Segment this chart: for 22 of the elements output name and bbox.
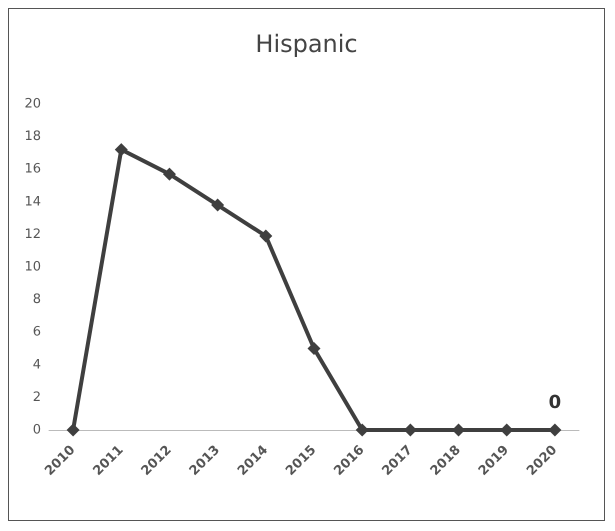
y-tick-label: 10 (24, 260, 41, 274)
point (500, 424, 514, 436)
y-tick-label: 6 (32, 324, 41, 340)
point (114, 143, 128, 156)
y-tick-label: 14 (24, 194, 41, 210)
y-tick-label: 4 (32, 357, 41, 372)
y-tick-label: 2 (32, 390, 41, 405)
point (308, 342, 320, 355)
y-tick-label: 12 (24, 226, 41, 242)
y-tick-label: 20 (24, 96, 41, 112)
y-tick-label: 8 (32, 292, 41, 308)
point (66, 424, 80, 436)
point (211, 198, 224, 212)
point (404, 424, 417, 436)
point (259, 230, 272, 243)
y-tick-label: 18 (24, 129, 41, 144)
chart-title: Hispanic (255, 30, 358, 58)
y-tick-label: 0 (32, 422, 41, 438)
data-label: 0 (548, 392, 562, 413)
y-tick-label: 16 (24, 162, 41, 177)
point (356, 424, 369, 436)
point (162, 168, 176, 181)
